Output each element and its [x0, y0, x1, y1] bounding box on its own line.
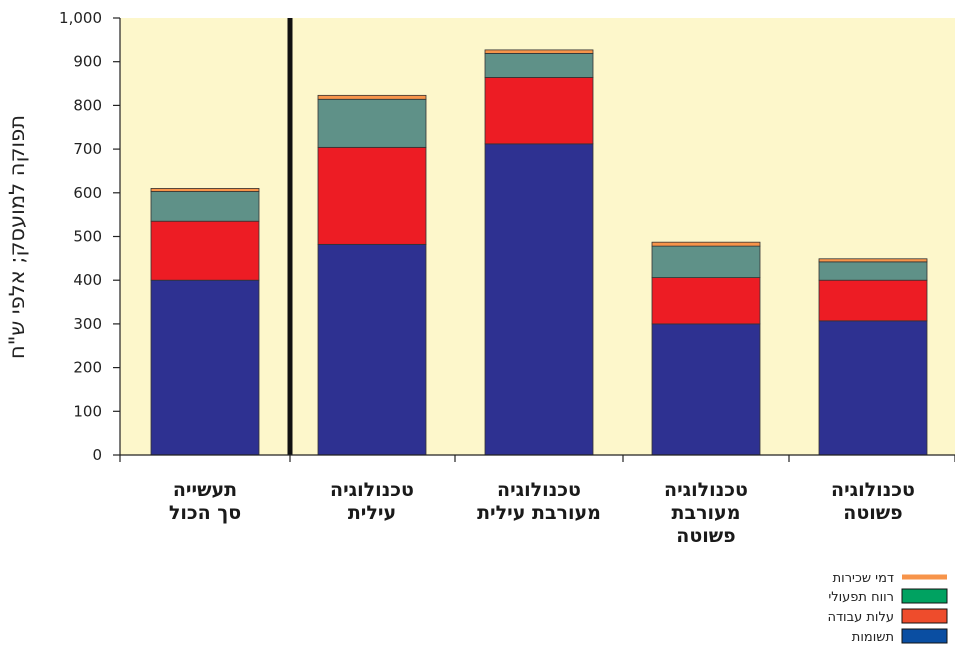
bar-segment — [484, 49, 594, 54]
legend-swatch — [901, 628, 948, 644]
category-label: תעשייה — [173, 479, 237, 501]
category-label: טכנולוגיה — [664, 479, 748, 501]
y-tick-label: 600 — [73, 184, 102, 202]
bar-segment — [150, 279, 260, 456]
y-tick-label: 900 — [73, 53, 102, 71]
bar-segment — [651, 323, 761, 456]
y-tick-label: 100 — [73, 402, 102, 420]
bar-segment — [818, 279, 928, 322]
y-tick-label: 400 — [73, 271, 102, 289]
legend-swatch — [901, 588, 948, 604]
category-label: מעורבת — [672, 502, 741, 524]
bar-segment — [818, 320, 928, 456]
bar-segment — [317, 94, 427, 100]
legend-label: תשומות — [852, 630, 894, 645]
bar-segment — [651, 277, 761, 325]
legend-swatch — [901, 608, 948, 624]
y-tick-label: 300 — [73, 315, 102, 333]
y-axis-ticks: 0 100 200 300 400 500 600 700 800 900 1,000 — [59, 9, 120, 464]
category-label: מעורבת עילית — [477, 502, 601, 524]
bar-segment — [317, 243, 427, 456]
y-tick-label: 200 — [73, 359, 102, 377]
bar-segment — [317, 98, 427, 148]
bars-group — [150, 49, 928, 456]
y-tick-label: 700 — [73, 140, 102, 158]
y-tick-label: 500 — [73, 228, 102, 246]
legend: דמי שכירות רווח תפעולי עלות עבודה תשומות — [827, 571, 948, 645]
y-tick-label: 1,000 — [59, 9, 102, 27]
category-label: טכנולוגיה — [330, 479, 414, 501]
legend-label: עלות עבודה — [827, 610, 894, 625]
category-label: טכנולוגיה — [497, 479, 581, 501]
bar-segment — [317, 146, 427, 245]
bar-segment — [484, 143, 594, 456]
bar-segment — [150, 191, 260, 222]
category-label: עילית — [348, 502, 396, 524]
legend-swatch — [902, 574, 947, 580]
bar-segment — [818, 258, 928, 263]
category-label: פשוטה — [676, 525, 735, 547]
legend-label: דמי שכירות — [833, 571, 894, 586]
category-label: טכנולוגיה — [831, 479, 915, 501]
y-tick-label: 0 — [92, 446, 102, 464]
category-label: סך הכול — [169, 502, 241, 524]
bar-segment — [651, 245, 761, 278]
bar-segment — [818, 261, 928, 281]
category-label: פשוטה — [843, 502, 902, 524]
y-tick-label: 800 — [73, 96, 102, 114]
bar-segment — [150, 188, 260, 192]
x-axis-ticks — [119, 455, 955, 462]
bar-segment — [150, 220, 260, 281]
legend-label: רווח תפעולי — [828, 590, 894, 605]
bar-segment — [484, 77, 594, 145]
bar-segment — [484, 52, 594, 78]
bar-segment — [651, 241, 761, 247]
y-axis-label: תפוקה למועסק; אלפי ש"ח — [5, 115, 29, 359]
